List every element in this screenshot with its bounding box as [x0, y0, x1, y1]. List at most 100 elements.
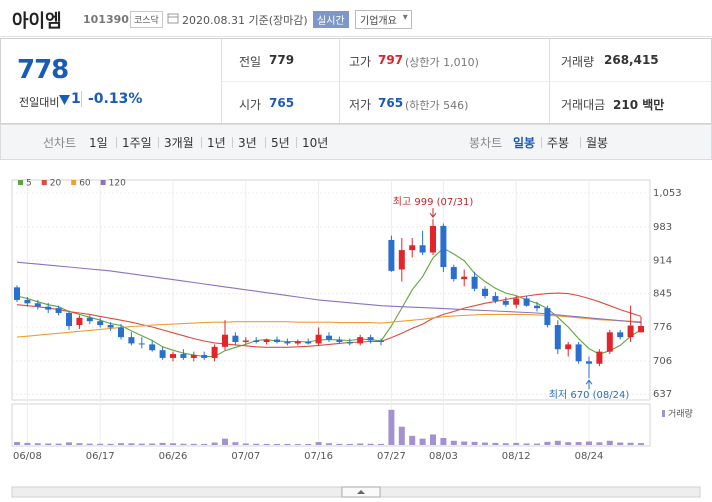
- candle-body: [180, 354, 187, 358]
- tab-separator: [541, 137, 542, 148]
- cell-label: 거래대금: [561, 98, 606, 112]
- volume-bar: [232, 442, 239, 445]
- candle-body: [544, 308, 551, 326]
- candle-body: [461, 276, 468, 280]
- volume-bar: [76, 443, 83, 445]
- candle-body: [66, 312, 72, 327]
- candle-body: [367, 337, 374, 341]
- candle-body: [86, 317, 93, 322]
- period-tab[interactable]: 1주일: [122, 136, 152, 150]
- candle-body: [378, 340, 384, 342]
- period-tab[interactable]: 1일: [89, 136, 108, 150]
- candle-body: [253, 340, 260, 342]
- market-badge: 코스닥: [130, 11, 163, 28]
- legend-label: 60: [79, 179, 91, 189]
- tab-bar: 선차트 1일 1주일 3개월 1년 3년 5년 10년 봉차트 일봉 주봉 월봉: [0, 124, 712, 160]
- x-tick-label: 07/16: [304, 451, 333, 462]
- volume-bar: [201, 443, 208, 445]
- volume-frame: [11, 403, 651, 447]
- volume-bar: [190, 443, 197, 445]
- tab-separator: [201, 137, 202, 148]
- candle-body: [76, 317, 83, 326]
- low-label: 최저 670 (08/24): [549, 389, 630, 401]
- period-tab[interactable]: 3년: [238, 136, 257, 150]
- x-tick-label: 08/03: [429, 451, 458, 462]
- volume-bar: [107, 443, 114, 445]
- candle-body: [534, 305, 540, 309]
- price: 778: [17, 55, 69, 85]
- period-tab[interactable]: 1년: [207, 136, 226, 150]
- candle-body: [190, 355, 197, 358]
- volume-bar: [242, 443, 249, 445]
- volume-bar: [138, 443, 145, 445]
- change: 1: [71, 91, 81, 107]
- candle-body: [107, 325, 114, 328]
- volume-bar: [596, 442, 603, 445]
- candle-body: [97, 321, 104, 326]
- legend-swatch: [662, 410, 665, 417]
- tab-group-label: 봉차트: [469, 136, 503, 150]
- y-tick-label: 776: [653, 322, 672, 333]
- cell-label: 거래량: [561, 55, 595, 69]
- candle-body: [34, 303, 41, 307]
- candle-body: [627, 325, 634, 338]
- legend-swatch: [18, 180, 23, 185]
- tab-separator: [232, 137, 233, 148]
- tab-separator: [265, 137, 266, 148]
- legend-label: 5: [26, 179, 32, 189]
- volume-bar: [180, 443, 187, 445]
- period-tab[interactable]: 일봉: [513, 136, 536, 150]
- x-tick-label: 08/12: [502, 451, 531, 462]
- volume-legend: 거래량: [668, 408, 693, 420]
- volume-bar: [336, 443, 343, 445]
- volume-bar: [586, 441, 592, 445]
- y-tick-label: 983: [653, 222, 672, 233]
- stock-code: 101390: [83, 13, 129, 26]
- candle-body: [294, 341, 301, 344]
- period-tab[interactable]: 5년: [271, 136, 290, 150]
- tab-separator: [158, 137, 159, 148]
- company-button[interactable]: 기업개요 ▾: [355, 10, 412, 29]
- candle-body: [471, 276, 478, 289]
- candle-body: [24, 299, 31, 304]
- candle-body: [55, 308, 62, 313]
- date: 2020.08.31 기준(장마감): [182, 14, 308, 27]
- down-icon: [59, 95, 70, 105]
- cell-label: 고가: [349, 55, 372, 69]
- candle-body: [565, 344, 572, 350]
- candle-body: [263, 339, 270, 342]
- candle-body: [128, 337, 135, 344]
- volume-bar: [45, 443, 52, 445]
- volume-bar: [534, 443, 540, 445]
- volume-bar: [575, 442, 582, 445]
- candle-body: [450, 267, 457, 280]
- price-frame: [11, 179, 651, 401]
- tab-separator: [580, 137, 581, 148]
- volume-bar: [523, 443, 530, 445]
- cell-label: 저가: [349, 98, 372, 112]
- y-tick-label: 1,053: [653, 188, 682, 199]
- high-label: 최고 999 (07/31): [393, 196, 474, 208]
- period-tab[interactable]: 3개월: [164, 136, 194, 150]
- candle-body: [398, 250, 405, 270]
- volume-bar: [638, 443, 644, 445]
- volume-bar: [211, 442, 218, 445]
- cell-value: 779: [269, 53, 295, 67]
- cell-value: 268,415: [604, 53, 659, 67]
- x-tick-label: 07/07: [231, 451, 260, 462]
- volume-bar: [419, 438, 426, 445]
- volume-bar: [305, 443, 312, 445]
- volume-bar: [627, 442, 634, 445]
- candle-body: [232, 335, 239, 342]
- cell-value: 765: [378, 96, 404, 110]
- volume-bar: [66, 442, 72, 445]
- volume-bar: [513, 442, 520, 445]
- realtime-badge[interactable]: 실시간: [313, 11, 349, 28]
- volume-bar: [294, 444, 301, 445]
- volume-bar: [357, 443, 364, 445]
- candle-body: [554, 325, 561, 350]
- period-tab[interactable]: 10년: [302, 136, 329, 150]
- candle-body: [482, 288, 488, 297]
- period-tab[interactable]: 주봉: [547, 136, 570, 150]
- period-tab[interactable]: 월봉: [586, 136, 609, 150]
